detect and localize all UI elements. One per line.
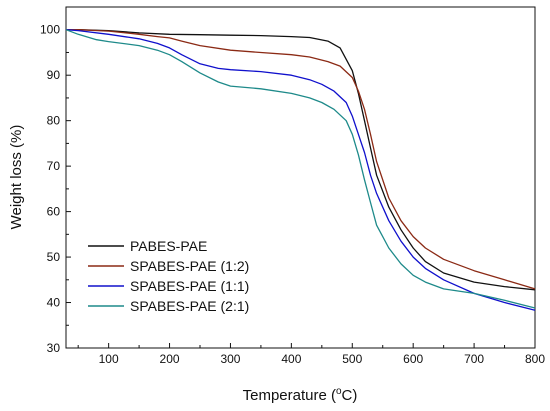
x-axis-ticks: 100 200 300 400 500 600 700 800 [77,343,545,366]
series-line-3 [65,29,536,311]
x-tick-label-100: 100 [99,352,119,366]
y-axis-ticks: 30 40 50 60 70 80 90 100 [40,6,71,355]
x-axis-title-tail: C) [342,387,358,404]
x-tick-label-800: 800 [525,352,545,366]
x-tick-label-400: 400 [281,352,301,366]
y-axis-title: Weight loss (%) [8,125,25,230]
x-axis-title-degree: o [336,386,342,397]
y-tick-label-30: 30 [47,341,61,355]
legend-label-4: SPABES-PAE (2:1) [130,298,249,314]
series-line-2 [66,29,536,290]
x-tick-label-600: 600 [403,352,423,366]
series-layer [65,29,536,311]
x-tick-label-200: 200 [160,352,180,366]
plot-frame [65,6,536,349]
y-tick-label-70: 70 [47,159,61,173]
x-tick-label-500: 500 [342,352,362,366]
y-tick-label-80: 80 [47,114,61,128]
y-tick-label-90: 90 [47,68,61,82]
legend: PABES-PAE SPABES-PAE (1:2) SPABES-PAE (1:1… [88,238,249,314]
legend-label-2: SPABES-PAE (1:2) [130,258,249,274]
series-line-1 [66,29,536,291]
x-axis-title-main: Temperature ( [243,387,336,404]
y-tick-label-50: 50 [47,250,61,264]
legend-label-1: PABES-PAE [130,238,207,254]
x-tick-label-300: 300 [220,352,240,366]
legend-label-3: SPABES-PAE (1:1) [130,278,249,294]
x-tick-label-700: 700 [464,352,484,366]
y-tick-label-60: 60 [47,205,61,219]
y-tick-label-100: 100 [40,23,60,37]
series-line-4 [65,29,536,309]
y-tick-label-40: 40 [47,296,61,310]
x-axis-title: Temperature (oC) [243,386,358,404]
